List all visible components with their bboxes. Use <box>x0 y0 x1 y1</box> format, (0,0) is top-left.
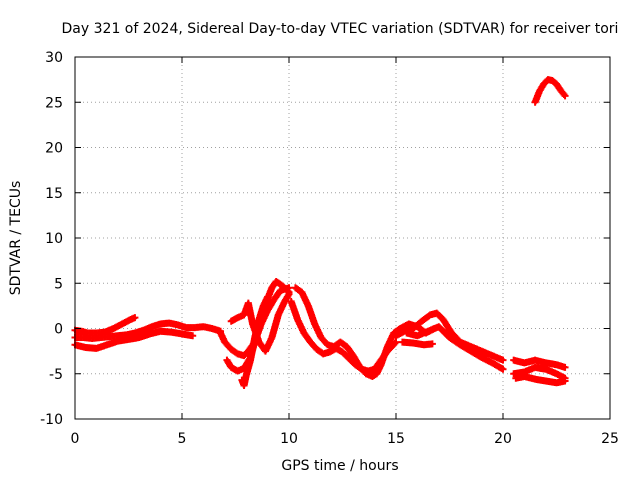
y-tick-label: 20 <box>45 141 63 157</box>
data-point <box>391 339 399 347</box>
data-point <box>499 365 507 373</box>
y-tick-label: 5 <box>54 276 63 292</box>
x-tick-label: 20 <box>494 431 512 447</box>
series-track-1 <box>71 314 139 337</box>
data-point <box>189 332 197 340</box>
data-point <box>428 340 436 348</box>
series-track-7 <box>238 293 272 390</box>
y-tick-label: 0 <box>54 322 63 338</box>
series-track-10 <box>392 309 507 364</box>
y-axis-label: SDTVAR / TECUs <box>8 181 24 296</box>
data-point <box>392 338 400 346</box>
x-tick-label: 0 <box>71 431 80 447</box>
x-axis-label: GPS time / hours <box>281 458 398 474</box>
data-points <box>71 76 569 390</box>
y-tick-label: -10 <box>40 412 63 428</box>
y-tick-label: 10 <box>45 231 63 247</box>
series-track-11 <box>403 323 507 373</box>
data-point <box>285 284 293 292</box>
data-point <box>285 290 293 298</box>
series-track-14 <box>510 363 569 382</box>
data-point <box>264 293 272 301</box>
data-point <box>561 377 569 385</box>
data-point <box>131 314 139 322</box>
x-tick-label: 5 <box>178 431 187 447</box>
y-tick-label: 15 <box>45 186 63 202</box>
series-track-3 <box>71 319 225 342</box>
axis-ticks: 0 5 10 15 20 25 -10 -5 0 5 10 15 20 25 30 <box>40 50 619 447</box>
data-point <box>499 356 507 364</box>
y-tick-label: -5 <box>49 367 63 383</box>
y-tick-label: 25 <box>45 95 63 111</box>
series-track-16 <box>531 76 569 106</box>
series-track-9 <box>287 297 400 375</box>
data-point <box>561 363 569 371</box>
data-point <box>561 92 569 100</box>
y-tick-label: 30 <box>45 50 63 66</box>
grid-lines <box>75 57 610 419</box>
x-tick-label: 10 <box>280 431 298 447</box>
chart-title: Day 321 of 2024, Sidereal Day-to-day VTE… <box>62 21 619 37</box>
x-tick-label: 25 <box>601 431 619 447</box>
x-tick-label: 15 <box>387 431 405 447</box>
series-track-12 <box>398 338 436 349</box>
series-track-15 <box>512 372 569 387</box>
series-track-13 <box>510 356 569 371</box>
